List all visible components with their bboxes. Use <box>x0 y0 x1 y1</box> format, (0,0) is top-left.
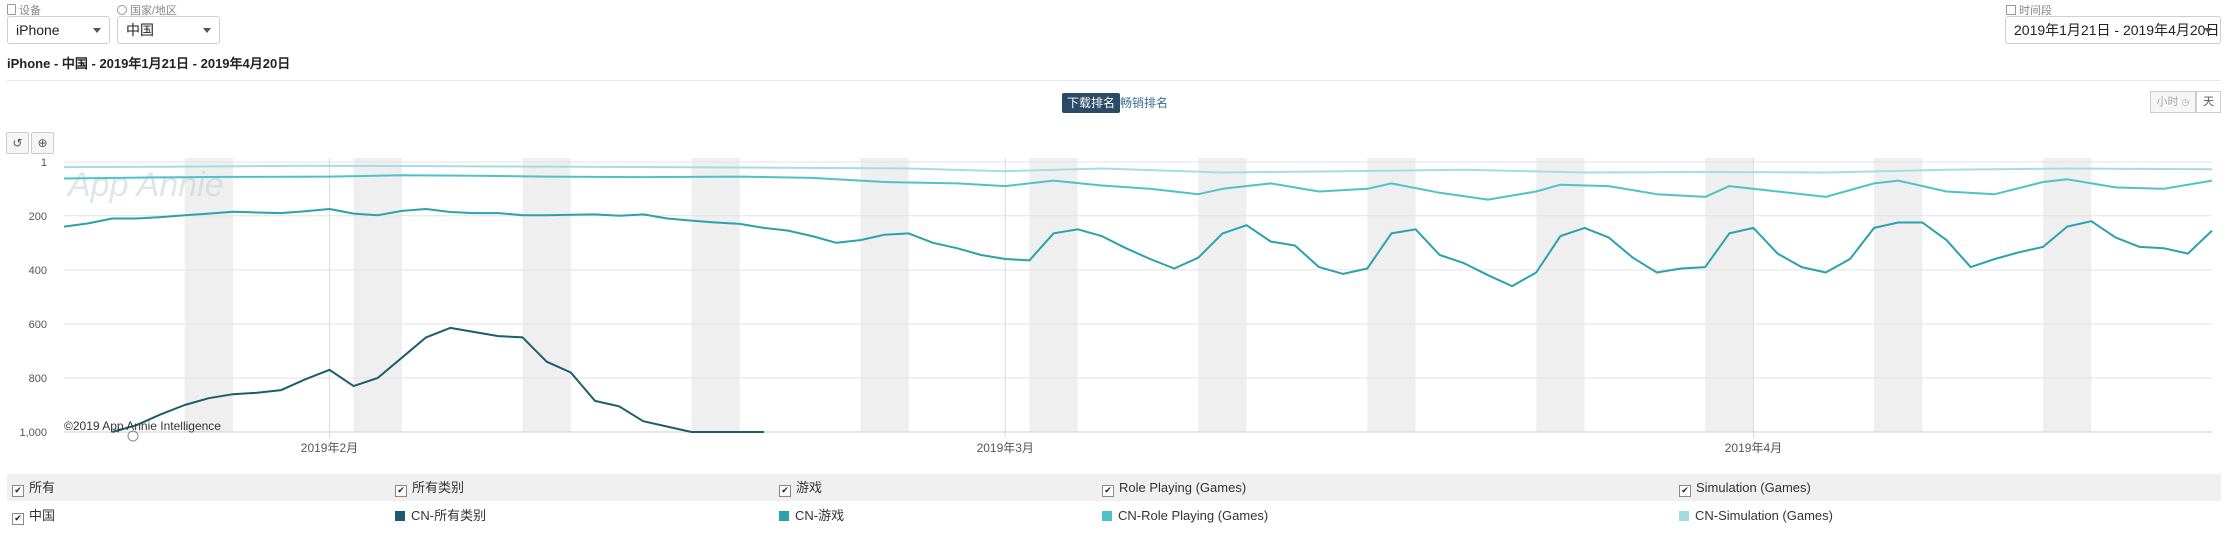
legend-entry-cn-all[interactable]: CN-所有类别 <box>395 502 486 529</box>
series-line-2 <box>63 174 2213 201</box>
check-icon: ✔ <box>395 485 407 497</box>
legend-country-row: ✔ 中国 CN-所有类别 CN-游戏 CN-Role Playing (Games… <box>7 502 2221 529</box>
legend-entry-cn-simulation[interactable]: CN-Simulation (Games) <box>1679 502 1833 529</box>
weekend-band <box>691 158 740 432</box>
weekend-band <box>1198 158 1247 432</box>
legend-column-role-playing[interactable]: ✔ Role Playing (Games) <box>1102 474 1246 501</box>
period-select-value: 2019年1月21日 - 2019年4月20日 <box>2014 22 2220 38</box>
x-tick-label: 2019年2月 <box>301 441 358 455</box>
country-label: 国家/地区 <box>117 2 177 18</box>
weekend-band <box>1536 158 1585 432</box>
period-label: 时间段 <box>2006 2 2052 18</box>
series-swatch <box>1679 511 1689 521</box>
y-tick-label: 1,000 <box>19 427 47 439</box>
y-tick-label: 600 <box>29 319 47 331</box>
device-icon <box>7 4 16 15</box>
tab-grossing-rank[interactable]: 畅销排名 <box>1120 96 1169 110</box>
series-line-1 <box>63 208 2213 288</box>
weekend-band <box>1874 158 1923 432</box>
legend-all-checkbox[interactable]: ✔ 所有 <box>12 474 55 501</box>
series-swatch <box>1102 511 1112 521</box>
clock-icon: ◷ <box>2181 97 2190 107</box>
cursor-icon <box>127 430 139 442</box>
y-tick-label: 1 <box>41 157 47 169</box>
page-subtitle: iPhone - 中国 - 2019年1月21日 - 2019年4月20日 <box>7 56 291 71</box>
series-swatch <box>779 511 789 521</box>
series-swatch <box>395 511 405 521</box>
weekend-band <box>1705 158 1754 432</box>
country-select-value: 中国 <box>126 22 154 38</box>
device-select-value: iPhone <box>16 22 60 38</box>
globe-icon <box>117 5 127 15</box>
check-icon: ✔ <box>1679 485 1691 497</box>
rank-chart[interactable]: 1 200 400 600 800 1,000 2019年2月 2019年3月 2019年4月… <box>0 150 2228 470</box>
weekend-band <box>2043 158 2092 432</box>
check-icon: ✔ <box>1102 485 1114 497</box>
legend-column-all-categories[interactable]: ✔ 所有类别 <box>395 474 464 501</box>
device-label: 设备 <box>7 2 41 18</box>
series-line-0 <box>112 326 764 433</box>
check-icon: ✔ <box>12 513 24 525</box>
granularity-day-button[interactable]: 天 <box>2196 91 2221 113</box>
weekend-band <box>860 158 909 432</box>
y-tick-label: 200 <box>29 211 47 223</box>
zoom-button[interactable]: ⊕ <box>31 132 54 154</box>
period-select[interactable]: 2019年1月21日 - 2019年4月20日 <box>2005 16 2221 44</box>
calendar-icon <box>2006 5 2016 15</box>
watermark-text: App Annie <box>66 166 224 204</box>
divider <box>7 80 2221 81</box>
legend-column-simulation[interactable]: ✔ Simulation (Games) <box>1679 474 1811 501</box>
series-line-3 <box>63 164 2213 174</box>
weekend-band <box>1367 158 1416 432</box>
legend-column-games[interactable]: ✔ 游戏 <box>779 474 822 501</box>
device-select[interactable]: iPhone <box>7 16 110 44</box>
weekend-band <box>1029 158 1078 432</box>
country-select[interactable]: 中国 <box>117 16 220 44</box>
reset-zoom-button[interactable]: ↺ <box>6 132 29 154</box>
check-icon: ✔ <box>12 485 24 497</box>
granularity-hour-button[interactable]: 小时 ◷ <box>2150 91 2196 113</box>
copyright-text: ©2019 App Annie Intelligence <box>64 419 221 433</box>
x-tick-label: 2019年3月 <box>977 441 1034 455</box>
legend-entry-cn-role-playing[interactable]: CN-Role Playing (Games) <box>1102 502 1268 529</box>
weekend-band <box>184 158 233 432</box>
chevron-down-icon <box>203 28 211 33</box>
tab-download-rank[interactable]: 下载排名 <box>1062 93 1121 113</box>
weekend-band <box>353 158 402 432</box>
check-icon: ✔ <box>779 485 791 497</box>
weekend-band <box>522 158 571 432</box>
legend-country-checkbox[interactable]: ✔ 中国 <box>12 502 55 529</box>
chevron-down-icon <box>2204 28 2212 33</box>
y-tick-label: 400 <box>29 265 47 277</box>
legend-entry-cn-games[interactable]: CN-游戏 <box>779 502 844 529</box>
y-tick-label: 800 <box>29 373 47 385</box>
zoom-icon: ⊕ <box>37 136 48 150</box>
legend-header-row: ✔ 所有 ✔ 所有类别 ✔ 游戏 ✔ Role Playing (Games) ✔ Sim… <box>7 474 2221 501</box>
undo-icon: ↺ <box>12 136 23 150</box>
x-tick-label: 2019年4月 <box>1725 441 1782 455</box>
chevron-down-icon <box>93 28 101 33</box>
